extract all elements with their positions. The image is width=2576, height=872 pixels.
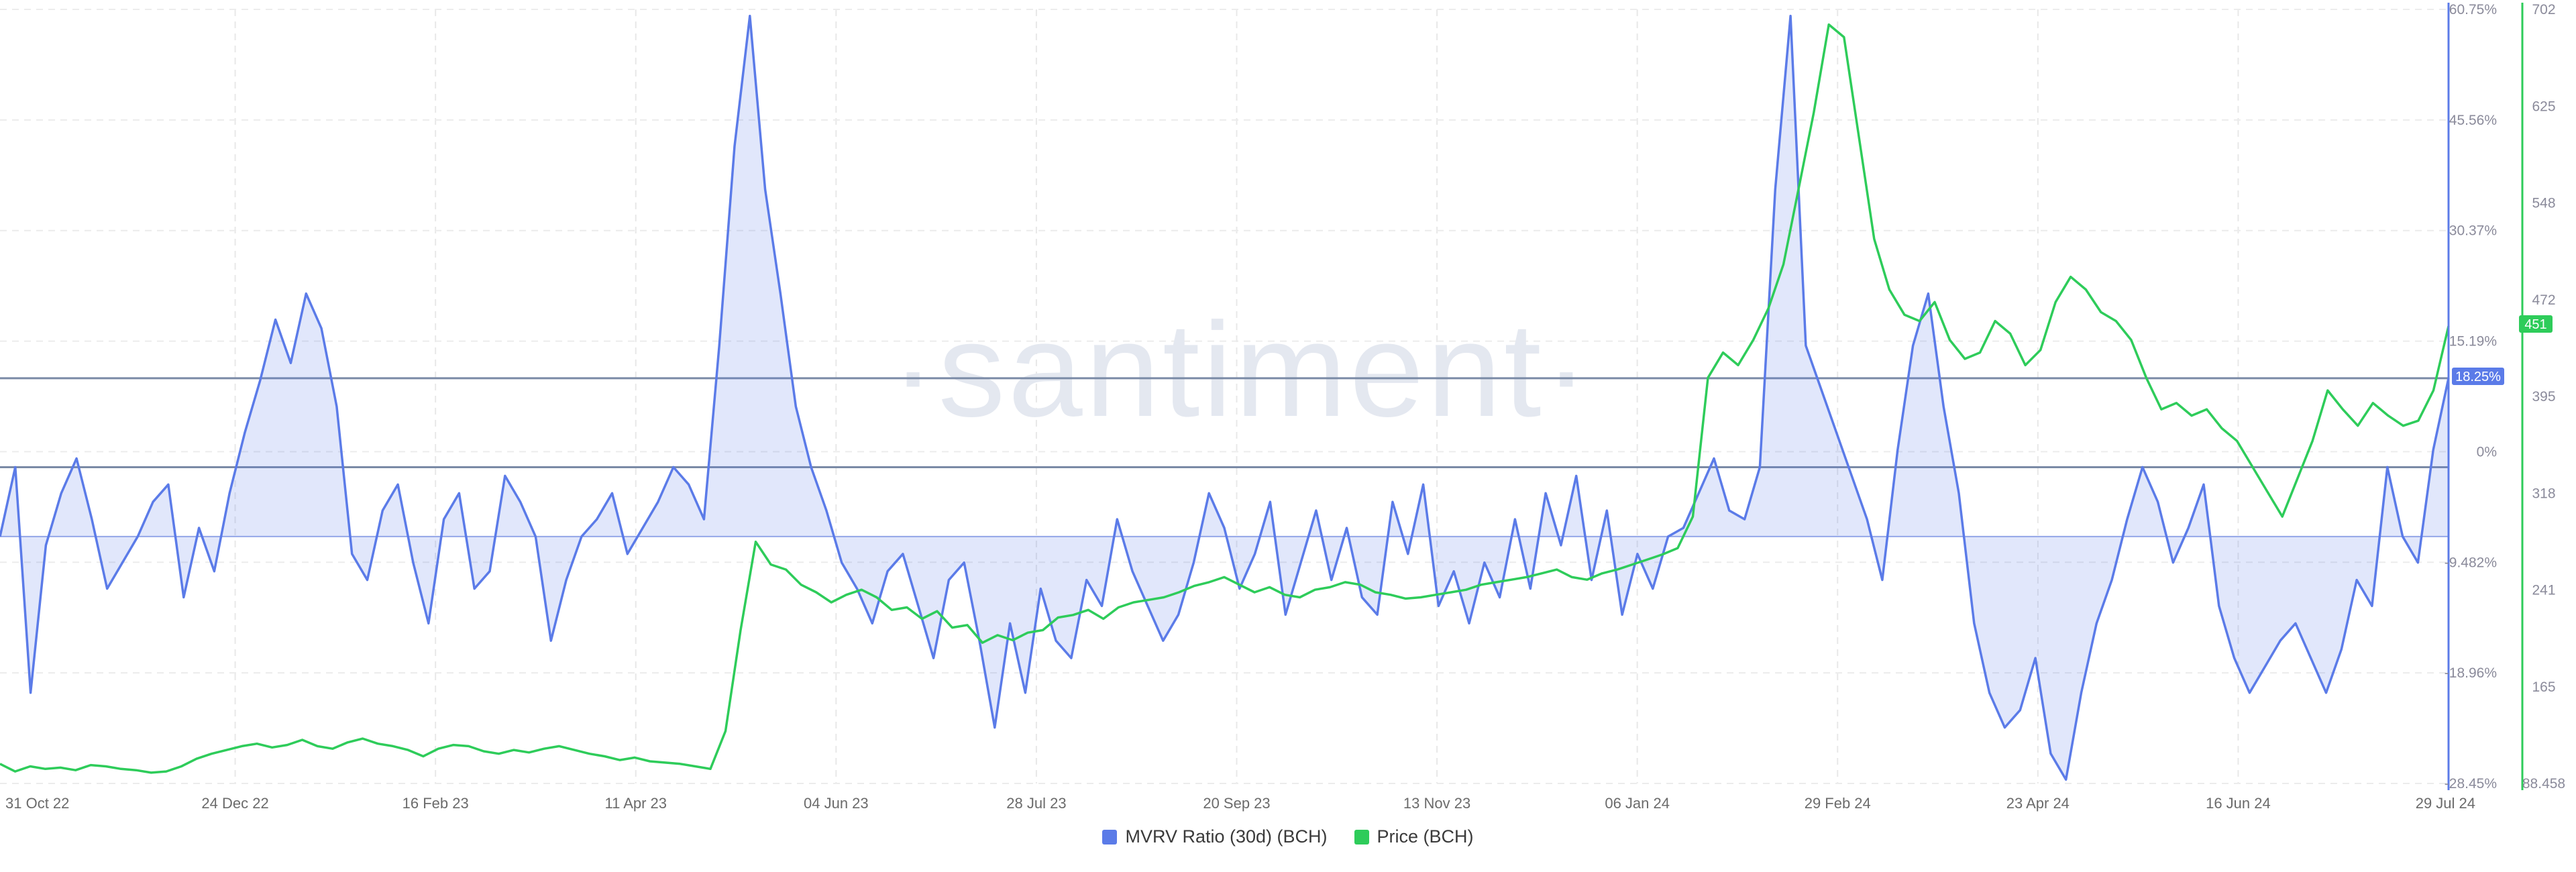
series-lines bbox=[0, 14, 2450, 781]
price-tick-label: 625 bbox=[2532, 99, 2555, 114]
price-series-line bbox=[0, 23, 2450, 774]
x-tick-label: 24 Dec 22 bbox=[201, 795, 268, 812]
price-tick-label: 241 bbox=[2532, 583, 2555, 598]
x-tick-label: 29 Jul 24 bbox=[2416, 795, 2475, 812]
mvrv-tick-label: 45.56% bbox=[2449, 113, 2497, 128]
mvrv-tick-label: -9.482% bbox=[2445, 555, 2497, 570]
price-tick-label: 548 bbox=[2532, 196, 2555, 211]
chart-legend: MVRV Ratio (30d) (BCH) Price (BCH) bbox=[0, 826, 2576, 847]
price-tick-label: 472 bbox=[2532, 292, 2555, 308]
santiment-watermark: ·santiment· bbox=[891, 295, 1591, 445]
x-tick-label: 16 Jun 24 bbox=[2206, 795, 2271, 812]
mvrv-tick-label: 60.75% bbox=[2449, 2, 2497, 17]
mvrv-tick-label: -28.45% bbox=[2445, 776, 2497, 792]
x-axis-labels: 31 Oct 22 24 Dec 22 16 Feb 23 11 Apr 23 04 J… bbox=[5, 795, 2475, 812]
mvrv-current-label: 18.25% bbox=[2455, 370, 2501, 384]
grid bbox=[0, 9, 2449, 784]
x-tick-label: 29 Feb 24 bbox=[1805, 795, 1871, 812]
x-tick-label: 16 Feb 23 bbox=[402, 795, 469, 812]
price-tick-label: 395 bbox=[2532, 389, 2555, 404]
x-tick-label: 23 Apr 24 bbox=[2006, 795, 2070, 812]
price-current-badge bbox=[2519, 315, 2553, 333]
mvrv-axis-ticks: 60.75% 45.56% 30.37% 15.19% 0% -9.482% -18.96%… bbox=[2445, 2, 2497, 792]
x-tick-label: 31 Oct 22 bbox=[5, 795, 69, 812]
legend-swatch-price bbox=[1354, 829, 1369, 844]
mvrv-tick-label: 30.37% bbox=[2449, 223, 2497, 239]
mvrv-tick-label: -18.96% bbox=[2445, 665, 2497, 681]
legend-label-mvrv: MVRV Ratio (30d) (BCH) bbox=[1125, 826, 1328, 847]
legend-item-price[interactable]: Price (BCH) bbox=[1354, 826, 1474, 847]
x-tick-label: 20 Sep 23 bbox=[1203, 795, 1270, 812]
mvrv-series-line bbox=[0, 14, 2450, 781]
mvrv-current-badge bbox=[2452, 368, 2504, 385]
price-current-label: 451 bbox=[2524, 317, 2546, 332]
axes bbox=[2447, 3, 2524, 790]
legend-swatch-mvrv bbox=[1102, 829, 1118, 844]
mvrv-tick-label: 0% bbox=[2477, 444, 2497, 459]
price-tick-label: 702 bbox=[2532, 2, 2555, 17]
x-tick-label: 28 Jul 23 bbox=[1006, 795, 1066, 812]
price-tick-label: 88.458 bbox=[2522, 776, 2565, 792]
x-tick-label: 13 Nov 23 bbox=[1403, 795, 1470, 812]
mvrv-tick-label: 15.19% bbox=[2449, 334, 2497, 349]
price-tick-label: 165 bbox=[2532, 679, 2555, 695]
current-value-badges: 18.25% 451 bbox=[2452, 315, 2553, 385]
x-tick-label: 11 Apr 23 bbox=[604, 795, 667, 812]
legend-label-price: Price (BCH) bbox=[1377, 826, 1474, 847]
legend-item-mvrv[interactable]: MVRV Ratio (30d) (BCH) bbox=[1102, 826, 1328, 847]
price-axis-ticks: 702 625 548 472 395 318 241 165 88.458 bbox=[2522, 2, 2565, 792]
x-tick-label: 04 Jun 23 bbox=[804, 795, 869, 812]
price-tick-label: 318 bbox=[2532, 486, 2555, 501]
x-tick-label: 06 Jan 24 bbox=[1605, 795, 1670, 812]
